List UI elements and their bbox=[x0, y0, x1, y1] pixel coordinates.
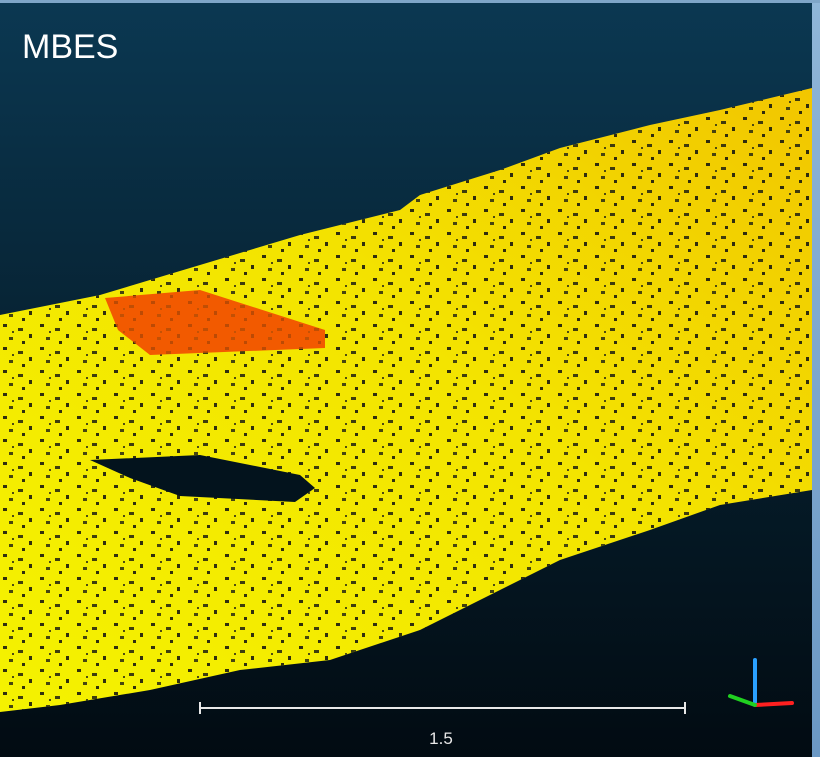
view-title: MBES bbox=[22, 28, 118, 66]
viewer: MBES 1.5 bbox=[0, 0, 820, 757]
scale-label: 1.5 bbox=[429, 729, 453, 748]
window-edge bbox=[0, 0, 820, 3]
window-edge bbox=[812, 0, 820, 757]
axis-x bbox=[755, 703, 792, 705]
